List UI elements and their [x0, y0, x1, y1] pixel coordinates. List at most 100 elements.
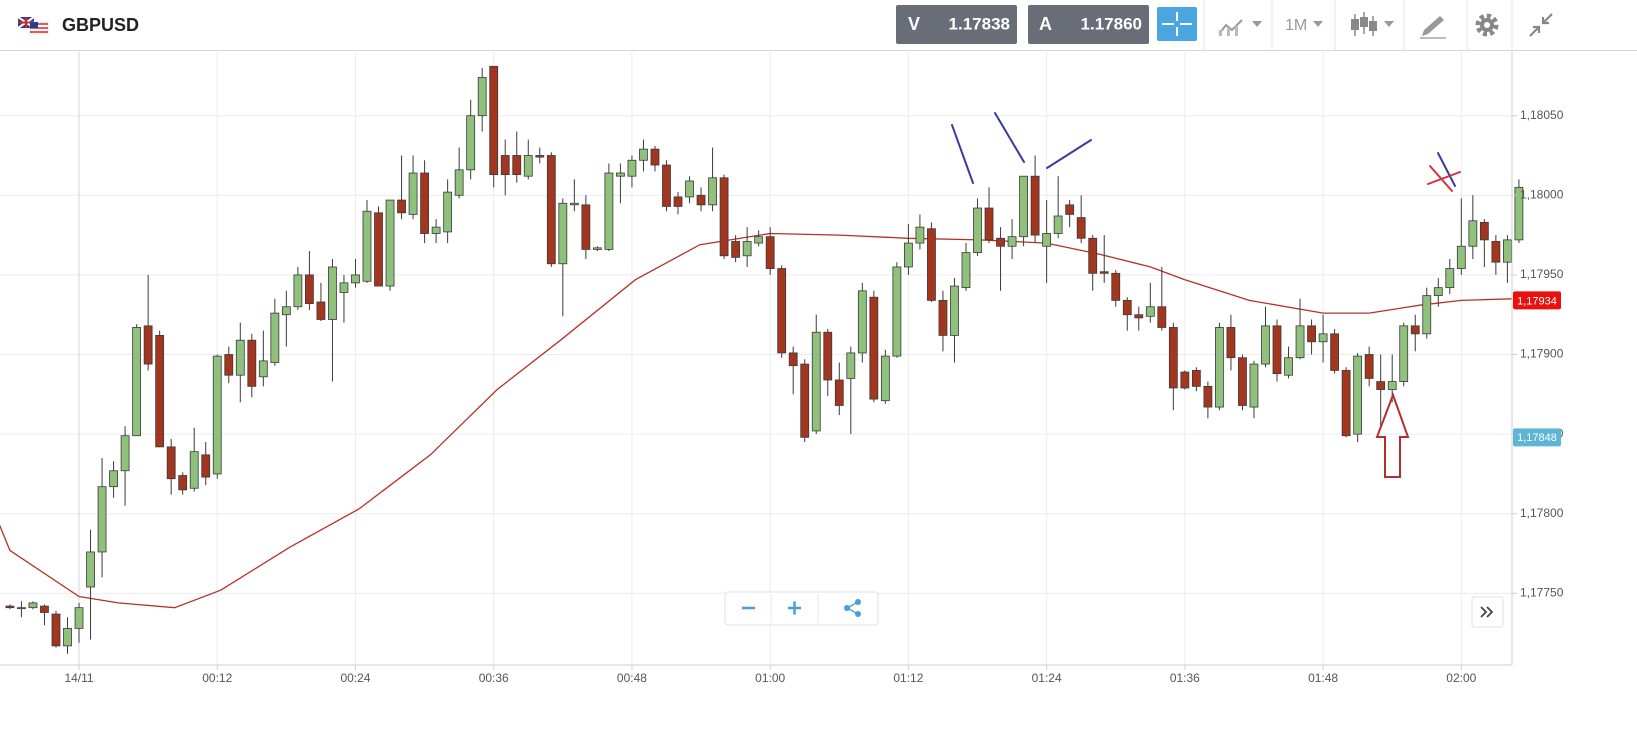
timeframe: 1M — [1285, 17, 1307, 34]
candle-body — [1099, 271, 1109, 274]
candle-body — [1318, 333, 1328, 343]
candle-body — [454, 169, 464, 196]
x-tick-label: 01:12 — [893, 671, 923, 685]
flag-us-canton — [30, 22, 38, 28]
candle-body — [1364, 354, 1374, 379]
candles — [5, 65, 1524, 654]
candle-body — [765, 236, 775, 269]
zoom-panel — [724, 591, 879, 626]
y-tick-label: 1,18000 — [1520, 187, 1564, 201]
candle-body — [362, 210, 372, 282]
chart-type-icon — [1351, 19, 1359, 30]
draw-button[interactable] — [1420, 16, 1446, 39]
settings-button[interactable] — [1475, 13, 1499, 37]
candle-body — [1019, 175, 1028, 238]
indicator-button[interactable] — [1218, 19, 1262, 36]
candle-body — [1145, 306, 1155, 317]
sell-button[interactable]: V 1.17838 — [896, 5, 1017, 44]
candle-body — [1157, 306, 1167, 328]
scroll-right-button[interactable] — [1471, 596, 1504, 628]
candle-body — [1191, 370, 1201, 387]
candle-body — [754, 236, 764, 244]
annotations — [951, 112, 1461, 478]
candle-body — [201, 454, 211, 478]
candle-body — [1330, 333, 1340, 371]
candle-body — [408, 172, 418, 215]
buy-button[interactable]: A 1.17860 — [1028, 5, 1149, 44]
candle-body — [1307, 325, 1316, 343]
candle-body — [28, 602, 38, 609]
y-tick-label: 1,18050 — [1520, 108, 1564, 122]
annotation-line — [1046, 139, 1092, 169]
candle-body — [1076, 217, 1086, 239]
crosshair-button[interactable] — [1157, 7, 1197, 41]
gear-icon — [1475, 13, 1499, 37]
candle-body — [1122, 299, 1132, 316]
candle-body — [1514, 186, 1524, 241]
caret — [1384, 21, 1394, 27]
candle-body — [397, 199, 406, 214]
candle-body — [1353, 355, 1363, 435]
candle-body — [1007, 236, 1017, 247]
candle-body — [823, 331, 833, 381]
candle-body — [627, 159, 637, 177]
buy-price: 1.17860 — [1081, 14, 1142, 33]
candle-body — [385, 199, 395, 287]
candle-body — [1030, 175, 1040, 236]
candle-body — [270, 312, 280, 363]
candle-body — [903, 242, 913, 268]
share-button[interactable] — [844, 599, 861, 617]
candle-body — [639, 148, 648, 161]
timeframe-button[interactable]: 1M — [1285, 17, 1323, 34]
candle-body — [305, 274, 314, 304]
y-tick-label: 1,17950 — [1520, 267, 1564, 281]
candle-body — [212, 355, 222, 475]
candle-body — [857, 290, 867, 354]
collapse-button[interactable] — [1529, 13, 1553, 37]
candle-body — [1502, 239, 1512, 263]
symbol: GBPUSD — [62, 15, 139, 35]
candle-body — [374, 212, 383, 287]
sell-label: V — [908, 14, 920, 34]
candle-body — [708, 177, 717, 206]
crosshair-box — [1157, 7, 1197, 41]
sell-box — [896, 5, 1017, 44]
candle-body — [719, 177, 729, 257]
candle-body — [546, 155, 556, 265]
y-tick-label: 1,17900 — [1520, 347, 1564, 361]
annotation-line — [1437, 152, 1456, 187]
candle-body — [777, 268, 787, 354]
candle-body — [17, 607, 26, 610]
indicator-icon — [1235, 26, 1238, 36]
candle-body — [281, 306, 291, 316]
indicator-icon — [1227, 28, 1230, 36]
candle-body — [1433, 287, 1443, 297]
candle-body — [224, 354, 234, 376]
chart-type-button[interactable] — [1351, 12, 1394, 36]
candle-body — [1445, 268, 1455, 289]
candle-body — [869, 296, 879, 400]
candle-body — [984, 207, 994, 241]
candle-body — [1387, 381, 1397, 390]
candle-body — [1468, 220, 1478, 247]
header: GBPUSD V 1.17838 A 1.17860 1M — [0, 0, 1637, 51]
candle-body — [1215, 327, 1224, 408]
candle-body — [489, 65, 499, 175]
candle-body — [1180, 371, 1190, 389]
zoom-in-button[interactable] — [788, 601, 801, 615]
candle-body — [650, 148, 660, 166]
candle-body — [328, 266, 337, 320]
candle-body — [1088, 237, 1098, 274]
candle-body — [811, 331, 821, 432]
price-tag-label: 1,17934 — [1517, 295, 1557, 307]
candle-body — [1341, 370, 1351, 437]
candle-body — [1272, 325, 1282, 375]
chart-type-icon — [1369, 21, 1377, 31]
axis-labels: 1,177501,178001,178501,179001,179501,180… — [64, 108, 1563, 685]
x-tick-label: 00:12 — [202, 671, 232, 685]
candle-body — [558, 202, 568, 265]
annotation-line — [994, 112, 1025, 163]
candle-body — [1295, 325, 1305, 359]
draw-icon — [1422, 16, 1444, 36]
